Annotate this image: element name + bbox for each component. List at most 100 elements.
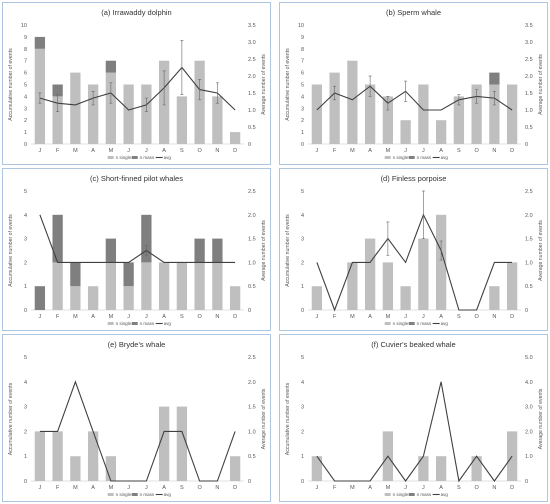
x-tick-label: M xyxy=(73,148,78,154)
legend-label: n mass xyxy=(417,155,432,160)
chart-panel: (c) Short-finned pilot whales 0 1 2 3 4 5 0 0.5 1… xyxy=(2,168,271,331)
y2-tick-label: 1.0 xyxy=(525,454,533,460)
y2-axis-label: Average number of events xyxy=(538,220,544,281)
x-tick-label: A xyxy=(439,314,443,320)
y2-tick-label: 0 xyxy=(525,142,528,148)
x-tick-label: A xyxy=(91,485,95,491)
x-tick-label: F xyxy=(56,148,60,154)
legend: n single n mass avg xyxy=(107,155,172,160)
bar-mass xyxy=(34,36,46,49)
y-tick-label: 4 xyxy=(24,380,27,386)
bar-single xyxy=(87,286,99,310)
legend-swatch xyxy=(131,322,138,325)
legend-label: avg xyxy=(164,155,172,160)
bar-single xyxy=(70,72,81,144)
y-axis-label: Accumulative number of events xyxy=(8,48,14,121)
legend-label: n single xyxy=(116,321,132,326)
x-tick-label: J xyxy=(39,314,42,320)
x-tick-label: J xyxy=(316,485,319,491)
y-tick-label: 1 xyxy=(301,284,304,290)
chart-panel: (b) Sperm whale 0 1 2 3 4 5 6 7 8 9 10 0 0.5 1.0 1.5 2.0… xyxy=(279,2,548,165)
bar-single xyxy=(52,96,63,144)
x-tick-label: S xyxy=(180,485,184,491)
bar-single xyxy=(34,431,46,481)
x-tick-label: A xyxy=(439,148,443,154)
y2-tick-label: 0.5 xyxy=(248,454,256,460)
y2-axis-label: Average number of events xyxy=(538,388,544,449)
bar-single xyxy=(105,456,117,481)
legend-swatch xyxy=(408,156,415,159)
x-tick-label: J xyxy=(316,314,319,320)
x-tick-label: A xyxy=(368,148,372,154)
chart-title: (e) Bryde's whale xyxy=(107,340,166,349)
y-tick-label: 3 xyxy=(24,405,27,411)
x-tick-label: M xyxy=(350,485,355,491)
y2-tick-label: 2.0 xyxy=(248,74,256,80)
x-tick-label: O xyxy=(197,148,202,154)
bar-single xyxy=(229,286,241,310)
y2-tick-label: 0 xyxy=(525,308,528,314)
x-tick-label: M xyxy=(109,148,114,154)
bar-single xyxy=(506,84,518,144)
bar-mass xyxy=(123,262,134,287)
chart-panel: (f) Cuvier's beaked whale 0 1 2 3 4 5 0 1.0 2.0 3.… xyxy=(279,334,548,502)
y-tick-label: 3 xyxy=(301,237,304,243)
legend-label: n mass xyxy=(140,321,155,326)
avg-line xyxy=(39,66,236,111)
legend-label: n mass xyxy=(417,492,432,497)
x-tick-label: J xyxy=(422,485,425,491)
y-tick-label: 5 xyxy=(301,355,304,361)
y-tick-label: 4 xyxy=(301,380,304,386)
x-tick-label: O xyxy=(474,148,479,154)
x-tick-label: F xyxy=(333,148,337,154)
x-tick-label: N xyxy=(492,314,496,320)
bar-mass xyxy=(105,60,117,73)
bar-single xyxy=(435,456,447,481)
x-tick-label: J xyxy=(127,148,130,154)
legend-label: n single xyxy=(116,492,132,497)
legend-label: n single xyxy=(393,321,409,326)
legend: n single n mass avg xyxy=(107,492,171,497)
bar-single xyxy=(435,120,447,144)
y-tick-label: 1 xyxy=(24,454,27,460)
legend-label: n single xyxy=(393,155,409,160)
bar-single xyxy=(311,84,323,144)
x-tick-label: M xyxy=(350,148,355,154)
x-tick-label: J xyxy=(127,314,130,320)
y-tick-label: 3 xyxy=(301,106,304,112)
y-tick-label: 10 xyxy=(298,23,304,29)
y2-tick-label: 0 xyxy=(248,142,251,148)
x-tick-label: S xyxy=(180,314,184,320)
x-tick-label: S xyxy=(457,148,461,154)
chart-title: (c) Short-finned pilot whales xyxy=(90,174,183,183)
y2-tick-label: 3.5 xyxy=(525,23,533,29)
legend-swatch xyxy=(408,322,415,325)
legend-label: avg xyxy=(441,492,449,497)
y-tick-label: 5 xyxy=(24,83,27,89)
y2-tick-label: 1.5 xyxy=(248,91,256,97)
y2-tick-label: 2.5 xyxy=(248,189,256,195)
bar-single xyxy=(471,456,482,481)
legend-label: n single xyxy=(116,155,132,160)
y-tick-label: 2 xyxy=(301,118,304,124)
avg-line xyxy=(316,85,513,111)
bar-single xyxy=(194,60,205,145)
x-tick-label: J xyxy=(422,148,425,154)
x-tick-label: F xyxy=(56,485,60,491)
x-tick-label: A xyxy=(368,314,372,320)
y-tick-label: 9 xyxy=(24,35,27,41)
bar-single xyxy=(506,262,518,310)
bar-single xyxy=(400,286,411,310)
x-tick-label: O xyxy=(474,314,479,320)
avg-line xyxy=(39,380,236,482)
bar-single xyxy=(506,431,518,481)
x-tick-label: J xyxy=(145,314,148,320)
y2-tick-label: 1.0 xyxy=(248,429,256,435)
bar-single xyxy=(52,431,63,481)
y-tick-label: 0 xyxy=(301,142,304,148)
y-tick-label: 2 xyxy=(301,429,304,435)
y2-tick-label: 1.5 xyxy=(248,237,256,243)
bar-single xyxy=(123,84,134,144)
bar-single xyxy=(418,84,429,144)
bar-mass xyxy=(141,214,152,263)
